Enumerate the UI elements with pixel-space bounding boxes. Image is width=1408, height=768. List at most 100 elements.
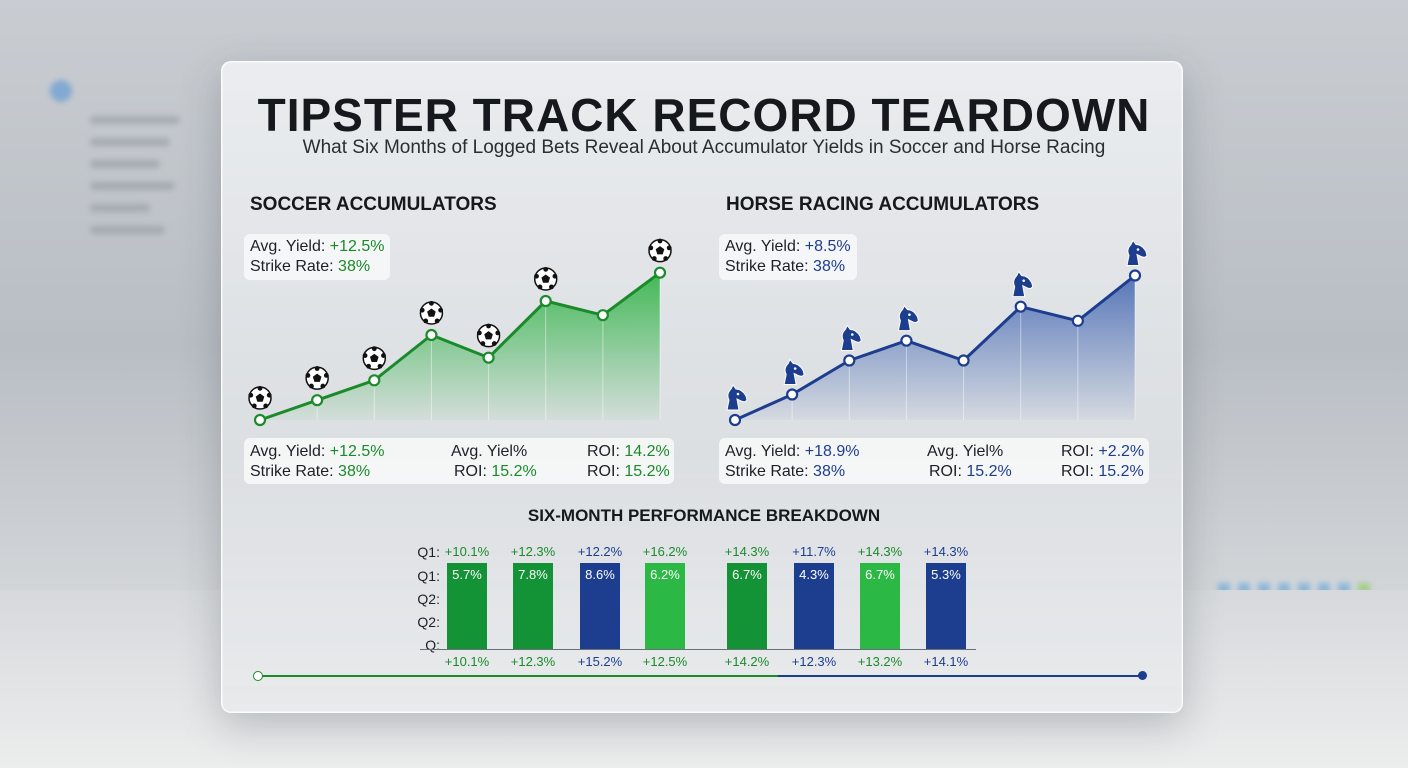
soccer-section-title: SOCCER ACCUMULATORS xyxy=(250,194,497,215)
racing-stat-a2-value: 38% xyxy=(813,463,846,480)
breakdown-bar: 4.3% xyxy=(794,563,834,649)
data-point xyxy=(1071,314,1084,327)
breakdown-bar: 6.2% xyxy=(645,563,685,649)
data-point xyxy=(425,328,438,342)
breakdown-bar: 5.7% xyxy=(447,563,487,649)
breakdown-y-label: Q: xyxy=(425,637,440,653)
data-point xyxy=(596,309,609,322)
breakdown-bar: 8.6% xyxy=(580,563,620,649)
data-point xyxy=(786,388,799,401)
soccer-ball-icon xyxy=(476,323,501,348)
soccer-stat-c2-label: ROI: xyxy=(587,463,620,480)
data-point xyxy=(1014,300,1027,313)
bar-bottom-label: +14.2% xyxy=(724,654,770,669)
racing-stat-a2-label: Strike Rate: xyxy=(725,463,809,480)
page-subtitle: What Six Months of Logged Bets Reveal Ab… xyxy=(302,137,1106,158)
racing-stat-b2-label: ROI: xyxy=(929,463,962,480)
bar-top-label: +12.3% xyxy=(510,544,556,559)
soccer-ball-icon xyxy=(248,385,272,410)
soccer-ball-icon xyxy=(419,300,444,325)
bar-top-label: +16.2% xyxy=(642,544,688,559)
breakdown-y-label: Q1: xyxy=(417,544,440,560)
timeline-racing-segment xyxy=(778,675,1143,677)
bar-top-label: +11.7% xyxy=(792,544,836,559)
bar-bottom-label: +13.2% xyxy=(857,654,903,669)
soccer-ball-icon xyxy=(305,366,329,390)
breakdown-y-label: Q1: xyxy=(417,568,440,584)
soccer-stats-strip: Avg. Yield: +12.5% Strike Rate: 38% Avg.… xyxy=(244,438,674,484)
soccer-stat-a1-value: +12.5% xyxy=(329,443,385,460)
timeline-start-handle xyxy=(253,671,263,681)
racing-stat-c2-value: 15.2% xyxy=(1098,463,1144,480)
racing-stat-c1-label: ROI: xyxy=(1061,443,1094,460)
bar-bottom-label: +10.1% xyxy=(444,654,490,669)
soccer-strike-label: Strike Rate: xyxy=(250,258,334,275)
data-point xyxy=(957,354,970,367)
breakdown-bar: 6.7% xyxy=(860,563,900,649)
racing-stat-b2-value: 15.2% xyxy=(966,463,1012,480)
soccer-summary-card: Avg. Yield: +12.5% Strike Rate: 38% xyxy=(244,234,391,280)
breakdown-y-label: Q2: xyxy=(417,614,440,630)
soccer-stat-c1-value: 14.2% xyxy=(624,443,670,460)
horse-head-icon xyxy=(840,324,862,351)
bar-top-label: +12.2% xyxy=(577,544,623,559)
timeline-end-handle xyxy=(1138,671,1147,680)
horse-head-icon xyxy=(1012,270,1034,298)
soccer-line-chart xyxy=(248,238,672,427)
data-point xyxy=(653,266,667,279)
soccer-yield-label: Avg. Yield: xyxy=(250,238,326,255)
breakdown-axis xyxy=(420,649,976,650)
bar-top-label: +14.3% xyxy=(724,544,770,559)
racing-line-chart xyxy=(726,239,1148,427)
breakdown-bar: 7.8% xyxy=(513,563,553,649)
soccer-stat-a2-label: Strike Rate: xyxy=(250,463,334,480)
bar-top-label: +14.3% xyxy=(923,544,969,559)
racing-strike-value: 38% xyxy=(813,258,846,275)
soccer-stat-b1-label: Avg. Yiel% xyxy=(451,443,528,460)
data-point xyxy=(843,354,856,367)
racing-strike-label: Strike Rate: xyxy=(725,258,809,275)
racing-stat-a1-label: Avg. Yield: xyxy=(725,443,801,460)
horse-head-icon xyxy=(783,358,805,385)
soccer-stat-c1-label: ROI: xyxy=(587,443,620,460)
series-line xyxy=(734,274,1136,422)
soccer-ball-icon xyxy=(648,238,672,263)
bar-bottom-label: +12.3% xyxy=(510,654,556,669)
bar-top-label: +10.1% xyxy=(444,544,490,559)
data-point xyxy=(482,351,495,364)
racing-yield-label: Avg. Yield: xyxy=(725,238,801,255)
soccer-ball-icon xyxy=(362,346,387,371)
data-point xyxy=(728,413,742,427)
bar-bottom-label: +12.5% xyxy=(642,654,688,669)
racing-stat-b1-label: Avg. Yiel% xyxy=(927,443,1004,460)
page-title: TIPSTER TRACK RECORD TEARDOWN xyxy=(257,89,1151,141)
horse-head-icon xyxy=(1126,239,1148,266)
soccer-ball-icon xyxy=(533,266,558,291)
horse-head-icon xyxy=(897,304,919,332)
bar-bottom-label: +15.2% xyxy=(577,654,623,669)
area-fill xyxy=(260,272,660,420)
bar-top-label: +14.3% xyxy=(857,544,903,559)
bar-bottom-label: +12.3% xyxy=(791,654,837,669)
data-point xyxy=(900,334,913,347)
soccer-yield-value: +12.5% xyxy=(329,238,385,255)
breakdown-y-label: Q2: xyxy=(417,591,440,607)
soccer-stat-c2-value: 15.2% xyxy=(624,463,670,480)
series-line xyxy=(259,271,661,422)
racing-summary-card: Avg. Yield: +8.5% Strike Rate: 38% xyxy=(719,234,857,280)
racing-stat-a1-value: +18.9% xyxy=(804,443,860,460)
soccer-stat-b2-value: 15.2% xyxy=(491,463,537,480)
racing-stat-c2-label: ROI: xyxy=(1061,463,1094,480)
racing-stats-strip: Avg. Yield: +18.9% Strike Rate: 38% Avg.… xyxy=(719,438,1149,484)
timeline-soccer-segment xyxy=(258,675,778,677)
background-dashboard-left xyxy=(40,70,220,590)
soccer-stat-a2-value: 38% xyxy=(338,463,371,480)
breakdown-bar: 6.7% xyxy=(727,563,767,649)
racing-section-title: HORSE RACING ACCUMULATORS xyxy=(726,194,1040,215)
bar-bottom-label: +14.1% xyxy=(923,654,969,669)
data-point xyxy=(311,394,324,407)
soccer-stat-a1-label: Avg. Yield: xyxy=(250,443,326,460)
data-point xyxy=(1128,269,1142,282)
breakdown-bar: 5.3% xyxy=(926,563,966,649)
soccer-strike-value: 38% xyxy=(338,258,371,275)
